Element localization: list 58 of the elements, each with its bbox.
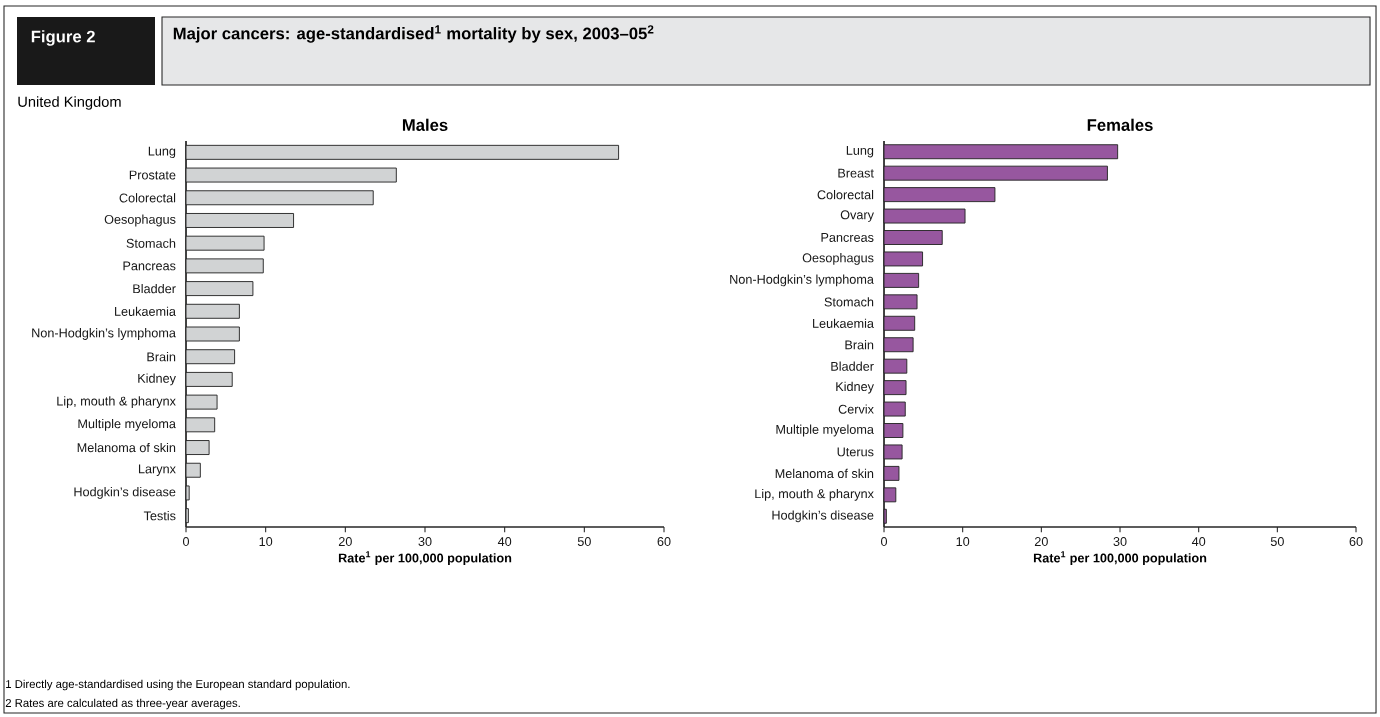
x-tick-label: 0 (880, 537, 888, 547)
y-tick-label: Brain (845, 340, 874, 350)
y-tick-label: Testis (143, 511, 176, 521)
y-tick-label: Kidney (836, 381, 874, 394)
y-tick-label: Pancreas (123, 261, 176, 271)
y-tick-label: Breast (838, 168, 874, 178)
y-tick-label: Multiple myeloma (776, 424, 874, 437)
y-tick-label: Colorectal (817, 189, 874, 200)
y-tick-label: Melanoma of skin (775, 468, 874, 479)
x-tick-label: 40 (1191, 537, 1206, 547)
chart-title: Females (1087, 118, 1153, 131)
y-tick-label: Lung (148, 146, 176, 159)
x-tick-label: 30 (1113, 537, 1127, 547)
text: Major cancers: age-standardised$^{1}$ mortality by sex, 2003–05$^{2}$ (173, 25, 654, 43)
x-tick-label: 60 (657, 537, 671, 547)
y-tick-label: Stomach (126, 238, 176, 248)
y-tick-label: Hodgkin’s disease (74, 487, 176, 499)
x-tick-label: 10 (956, 537, 970, 547)
x-tick-label: 30 (418, 537, 432, 547)
text: Rate$^{1}$ per 100,000 population (338, 551, 512, 565)
y-tick-label: Melanoma of skin (77, 442, 176, 453)
y-tick-label: Lip, mouth & pharynx (755, 488, 874, 501)
caption: Figure 2 (31, 30, 95, 46)
y-tick-label: Leukaemia (813, 318, 874, 328)
y-tick-label: Brain (147, 352, 176, 362)
y-tick-label: Pancreas (821, 233, 874, 242)
x-tick-label: 40 (497, 537, 512, 547)
x-tick-label: 50 (1270, 537, 1284, 547)
y-tick-label: Lung (846, 146, 874, 158)
x-tick-label: 0 (182, 537, 190, 547)
x-tick-label: 20 (1034, 537, 1048, 547)
y-tick-label: Kidney (138, 373, 176, 386)
y-tick-label: Prostate (129, 170, 176, 180)
y-tick-label: Lip, mouth & pharynx (57, 396, 176, 409)
text: United Kingdom (18, 96, 121, 110)
y-tick-label: Larynx (138, 464, 176, 476)
y-tick-label: Multiple myeloma (78, 418, 176, 431)
y-tick-label: Non-Hodgkin’s lymphoma (730, 274, 874, 287)
y-tick-label: Bladder (831, 361, 874, 371)
y-tick-label: Stomach (824, 297, 874, 307)
y-tick-label: Oesophagus (104, 214, 176, 227)
y-tick-label: Bladder (133, 283, 176, 294)
x-tick-label: 50 (577, 537, 591, 547)
x-tick-label: 10 (259, 537, 273, 547)
x-tick-label: 20 (338, 537, 352, 547)
x-tick-label: 60 (1349, 537, 1363, 547)
y-tick-label: Hodgkin’s disease (772, 510, 874, 523)
text: Rate$^{1}$ per 100,000 population (1033, 551, 1207, 565)
y-tick-label: Colorectal (119, 193, 176, 203)
y-tick-label: Non-Hodgkin’s lymphoma (32, 328, 176, 340)
y-tick-label: Oesophagus (802, 253, 874, 265)
y-tick-label: Cervix (838, 404, 874, 414)
text: 2 Rates are calculated as three-year averages. (5, 698, 240, 710)
chart-title: Males (402, 118, 448, 131)
text: 1 Directly age-standardised using the European standard population. (6, 679, 350, 691)
y-tick-label: Ovary (840, 210, 874, 222)
y-tick-label: Uterus (837, 447, 874, 457)
y-tick-label: Leukaemia (115, 306, 176, 316)
